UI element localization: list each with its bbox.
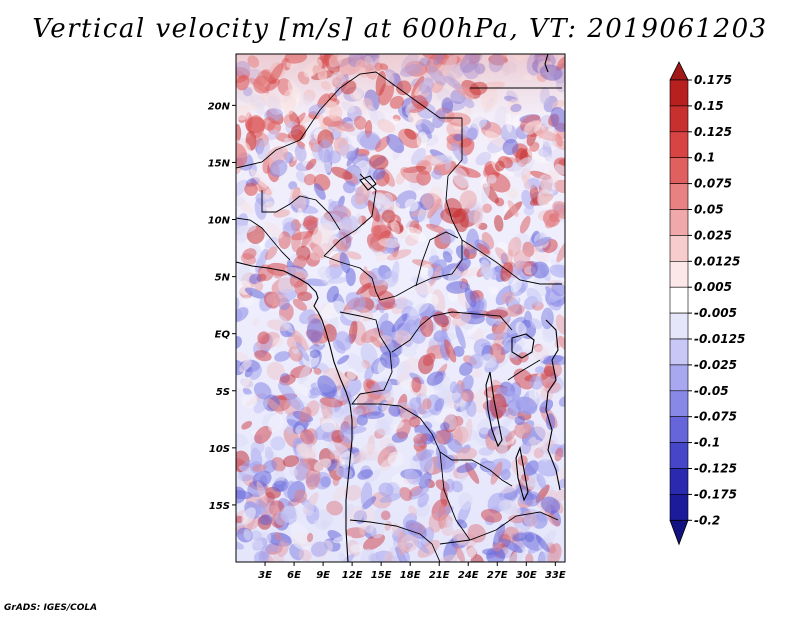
chart-title: Vertical velocity [m/s] at 600hPa, VT: 2… bbox=[32, 14, 768, 44]
lon-tick-label: 33E bbox=[545, 570, 566, 581]
colorbar-label: -0.1 bbox=[694, 436, 720, 450]
colorbar: 0.175 0.15 0.125 0.1 0.075 0.05 0.025 0.0125 0.0… bbox=[669, 61, 745, 546]
colorbar-swatch bbox=[669, 442, 689, 469]
colorbar-label: 0.125 bbox=[694, 125, 732, 139]
lat-tick-label: 5S bbox=[216, 387, 230, 398]
lat-tick-label: 5N bbox=[215, 273, 231, 284]
lat-tick-label: EQ bbox=[215, 330, 231, 341]
colorbar-swatch bbox=[669, 416, 689, 443]
colorbar-label: 0.15 bbox=[694, 99, 724, 113]
lat-tick-label: 10N bbox=[208, 216, 231, 227]
lon-tick-label: 3E bbox=[258, 570, 272, 581]
colorbar-swatch bbox=[669, 312, 689, 340]
colorbar-swatch bbox=[669, 338, 689, 366]
country-borders bbox=[236, 71, 562, 562]
lon-tick-label: 9E bbox=[316, 570, 330, 581]
colorbar-label: 0.075 bbox=[694, 177, 732, 191]
colorbar-label: 0.025 bbox=[694, 228, 732, 242]
colorbar-swatch bbox=[669, 209, 689, 236]
lon-tick-label: 6E bbox=[287, 570, 301, 581]
lon-tick-label: 18E bbox=[400, 570, 421, 581]
lon-tick-label: 30E bbox=[516, 570, 537, 581]
colorbar-swatch bbox=[669, 183, 689, 210]
lon-tick-label: 21E bbox=[429, 570, 450, 581]
lat-tick-label: 20N bbox=[208, 101, 231, 112]
colorbar-label: -0.05 bbox=[694, 384, 729, 398]
colorbar-top-arrow bbox=[669, 61, 689, 81]
colorbar-label: -0.125 bbox=[694, 462, 737, 476]
colorbar-swatch bbox=[669, 286, 689, 314]
colorbar-swatch bbox=[669, 390, 689, 417]
software-credit: GrADS: IGES/COLA bbox=[4, 603, 98, 613]
colorbar-swatch bbox=[669, 235, 689, 262]
lat-tick-label: 15S bbox=[209, 501, 230, 512]
lon-tick-label: 15E bbox=[371, 570, 392, 581]
colorbar-label: -0.025 bbox=[694, 358, 737, 372]
colorbar-swatch bbox=[669, 131, 689, 159]
colorbar-label: -0.175 bbox=[694, 487, 737, 501]
colorbar-label: -0.075 bbox=[694, 410, 737, 424]
colorbar-swatch bbox=[669, 260, 689, 288]
colorbar-swatch bbox=[669, 157, 689, 184]
lat-tick-label: 10S bbox=[209, 444, 230, 455]
colorbar-swatch bbox=[669, 79, 689, 107]
colorbar-label: -0.0125 bbox=[694, 332, 745, 346]
colorbar-label: -0.2 bbox=[694, 513, 720, 527]
colorbar-swatch bbox=[669, 105, 689, 133]
lon-tick-label: 24E bbox=[458, 570, 479, 581]
colorbar-label: 0.0125 bbox=[694, 254, 740, 268]
longitude-axis: 3E 6E 9E 12E 15E 18E 21E 24E 27E 30E 33E bbox=[258, 562, 566, 581]
colorbar-label: 0.005 bbox=[694, 280, 732, 294]
colorbar-label: 0.175 bbox=[694, 73, 732, 87]
coastlines-and-borders bbox=[236, 54, 561, 562]
lon-tick-label: 12E bbox=[342, 570, 363, 581]
lat-tick-label: 15N bbox=[208, 158, 231, 169]
colorbar-swatch bbox=[669, 364, 689, 392]
colorbar-label: 0.1 bbox=[694, 151, 715, 165]
colorbar-label: 0.05 bbox=[694, 203, 724, 217]
colorbar-label: -0.005 bbox=[694, 306, 737, 320]
map-frame bbox=[235, 53, 566, 563]
colorbar-swatch bbox=[669, 494, 689, 521]
colorbar-bottom-arrow bbox=[669, 519, 689, 546]
latitude-axis: 20N 15N 10N 5N EQ 5S 10S 15S bbox=[208, 101, 236, 512]
lon-tick-label: 27E bbox=[487, 570, 508, 581]
colorbar-swatch bbox=[669, 468, 689, 495]
